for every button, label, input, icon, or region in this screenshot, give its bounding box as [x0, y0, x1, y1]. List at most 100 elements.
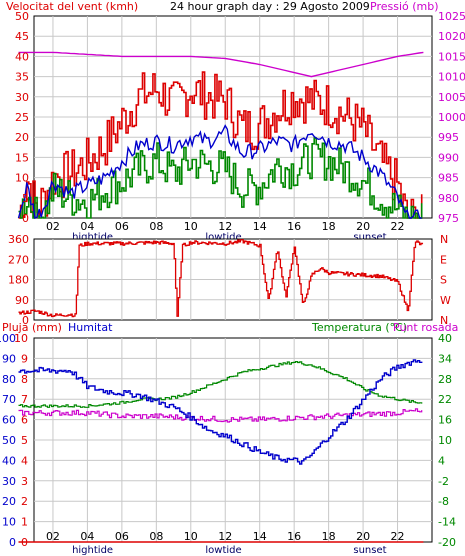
hour-tick-label: 16: [287, 530, 301, 543]
hour-tick-label: 02: [46, 530, 60, 543]
rain-axis-label: Pluja (mm): [2, 321, 62, 334]
rain-tick-label: 10: [14, 332, 28, 345]
hour-tick-label: 06: [115, 220, 129, 233]
pressure-axis-label: Pressió (mb): [370, 0, 439, 13]
temperature-tick-label: -14: [438, 516, 456, 529]
temperature-tick-label: 4: [438, 454, 445, 467]
hour-tick-label: 18: [322, 220, 336, 233]
wind-speed-axis-label: Velocitat del vent (kmh): [6, 0, 138, 13]
pressure-tick-label: 1000: [438, 111, 465, 124]
pressure-tick-label: 1025: [438, 10, 465, 23]
tide-sun-annotation: hightide: [72, 232, 113, 243]
compass-label: E: [440, 253, 447, 266]
humidity-tick-label: 40: [2, 454, 16, 467]
hour-tick-label: 12: [218, 220, 232, 233]
hour-tick-label: 16: [287, 220, 301, 233]
pressure-tick-label: 990: [438, 151, 459, 164]
temperature-tick-label: -20: [438, 536, 456, 549]
tide-sun-annotation: sunset: [353, 545, 386, 556]
compass-label: S: [440, 274, 447, 287]
wind-speed-tick-label: 15: [15, 151, 29, 164]
pressure-tick-label: 975: [438, 212, 459, 225]
tide-sun-annotation: lowtide: [205, 545, 241, 556]
wind-direction-line: [18, 239, 424, 318]
rain-tick-label: 6: [21, 414, 28, 427]
compass-label: W: [440, 294, 451, 307]
hour-tick-label: 10: [184, 530, 198, 543]
compass-label: N: [440, 233, 448, 246]
hour-tick-label: 18: [322, 530, 336, 543]
temperature-tick-label: -2: [438, 475, 449, 488]
direction-tick-label: 180: [8, 274, 29, 287]
wind-speed-tick-label: 5: [22, 192, 29, 205]
wind-speed-tick-label: 45: [15, 30, 29, 43]
wind-gust-line: [18, 71, 423, 219]
hour-tick-label: 04: [80, 530, 94, 543]
pressure-tick-label: 980: [438, 192, 459, 205]
rain-tick-label: 0: [21, 536, 28, 549]
hour-tick-label: 14: [253, 530, 267, 543]
rain-tick-label: 1: [21, 516, 28, 529]
humidity-axis-label: Humitat: [68, 321, 113, 334]
hour-tick-label: 08: [149, 220, 163, 233]
direction-tick-label: 90: [15, 294, 29, 307]
pressure-tick-label: 1010: [438, 71, 465, 84]
hour-tick-label: 08: [149, 530, 163, 543]
hour-tick-label: 14: [253, 220, 267, 233]
hour-tick-label: 04: [80, 220, 94, 233]
humidity-tick-label: 30: [2, 475, 16, 488]
temperature-tick-label: 22: [438, 393, 452, 406]
tide-sun-annotation: lowtide: [205, 232, 241, 243]
wind-speed-tick-label: 40: [15, 50, 29, 63]
chart-title: 24 hour graph day : 29 Agosto 2009: [170, 0, 370, 13]
hour-tick-label: 06: [115, 530, 129, 543]
tide-sun-annotation: hightide: [72, 545, 113, 556]
direction-tick-label: 360: [8, 233, 29, 246]
hour-tick-label: 20: [356, 220, 370, 233]
dew-point-line: [18, 408, 423, 423]
temperature-tick-label: 16: [438, 414, 452, 427]
hour-tick-label: 20: [356, 530, 370, 543]
wind-speed-line: [17, 124, 422, 220]
wind-speed-tick-label: 25: [15, 111, 29, 124]
temperature-axis-label: Temperatura (°C): [311, 321, 407, 334]
temperature-tick-label: -8: [438, 495, 449, 508]
humidity-tick-label: 100: [0, 332, 16, 345]
hour-tick-label: 02: [46, 220, 60, 233]
pressure-tick-label: 1015: [438, 50, 465, 63]
humidity-line: [18, 359, 423, 465]
humidity-tick-label: 10: [2, 516, 16, 529]
wind-speed-tick-label: 20: [15, 131, 29, 144]
temperature-tick-label: 10: [438, 434, 452, 447]
humidity-tick-label: 50: [2, 434, 16, 447]
hour-tick-label: 22: [391, 530, 405, 543]
wind-speed-tick-label: 30: [15, 91, 29, 104]
humidity-tick-label: 60: [2, 414, 16, 427]
dew-point-axis-label: Punt rosada: [393, 321, 458, 334]
humidity-tick-label: 20: [2, 495, 16, 508]
hour-tick-label: 12: [218, 530, 232, 543]
wind-speed-tick-label: 35: [15, 71, 29, 84]
temp-humidity-panel: 0010120230340450560670780890910010 -20-1…: [0, 321, 458, 556]
rain-tick-label: 7: [21, 393, 28, 406]
direction-tick-label: 0: [22, 314, 29, 327]
temperature-line: [18, 361, 423, 408]
wind-speed-tick-label: 50: [15, 10, 29, 23]
wind-speed-tick-label: 10: [15, 172, 29, 185]
tide-sun-annotation: sunset: [353, 232, 386, 243]
humidity-tick-label: 0: [9, 536, 16, 549]
hour-tick-label: 22: [391, 220, 405, 233]
wind-min-line: [18, 137, 423, 219]
direction-tick-label: 270: [8, 253, 29, 266]
rain-tick-label: 4: [21, 454, 28, 467]
rain-tick-label: 5: [21, 434, 28, 447]
wind-speed-tick-label: 0: [22, 212, 29, 225]
humidity-tick-label: 70: [2, 393, 16, 406]
temperature-tick-label: 34: [438, 352, 452, 365]
rain-tick-label: 8: [21, 373, 28, 386]
rain-tick-label: 2: [21, 495, 28, 508]
pressure-tick-label: 995: [438, 131, 459, 144]
